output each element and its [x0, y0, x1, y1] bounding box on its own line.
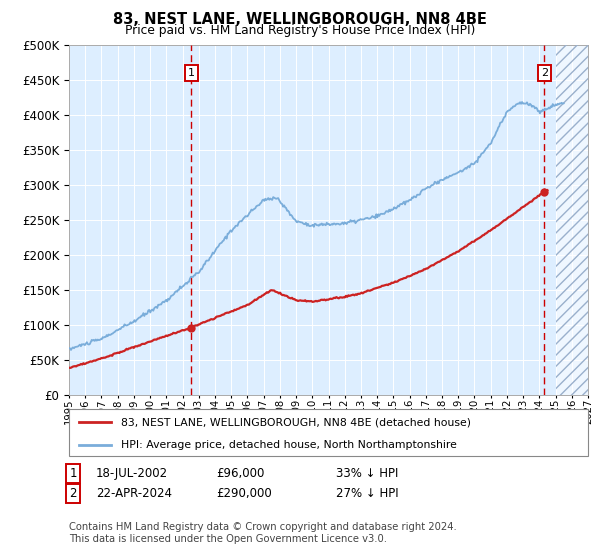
- Text: 2: 2: [541, 68, 548, 78]
- Text: Contains HM Land Registry data © Crown copyright and database right 2024.
This d: Contains HM Land Registry data © Crown c…: [69, 522, 457, 544]
- Text: 1: 1: [70, 466, 77, 480]
- Text: 83, NEST LANE, WELLINGBOROUGH, NN8 4BE: 83, NEST LANE, WELLINGBOROUGH, NN8 4BE: [113, 12, 487, 27]
- Bar: [556, 45, 588, 395]
- Text: Price paid vs. HM Land Registry's House Price Index (HPI): Price paid vs. HM Land Registry's House …: [125, 24, 475, 36]
- Text: 33% ↓ HPI: 33% ↓ HPI: [336, 466, 398, 480]
- Text: 83, NEST LANE, WELLINGBOROUGH, NN8 4BE (detached house): 83, NEST LANE, WELLINGBOROUGH, NN8 4BE (…: [121, 417, 471, 427]
- Text: £96,000: £96,000: [216, 466, 265, 480]
- Text: 18-JUL-2002: 18-JUL-2002: [96, 466, 168, 480]
- Text: £290,000: £290,000: [216, 487, 272, 501]
- Text: 22-APR-2024: 22-APR-2024: [96, 487, 172, 501]
- Text: 2: 2: [70, 487, 77, 501]
- Text: 27% ↓ HPI: 27% ↓ HPI: [336, 487, 398, 501]
- Bar: [556, 45, 588, 395]
- Text: HPI: Average price, detached house, North Northamptonshire: HPI: Average price, detached house, Nort…: [121, 440, 457, 450]
- Text: 1: 1: [188, 68, 195, 78]
